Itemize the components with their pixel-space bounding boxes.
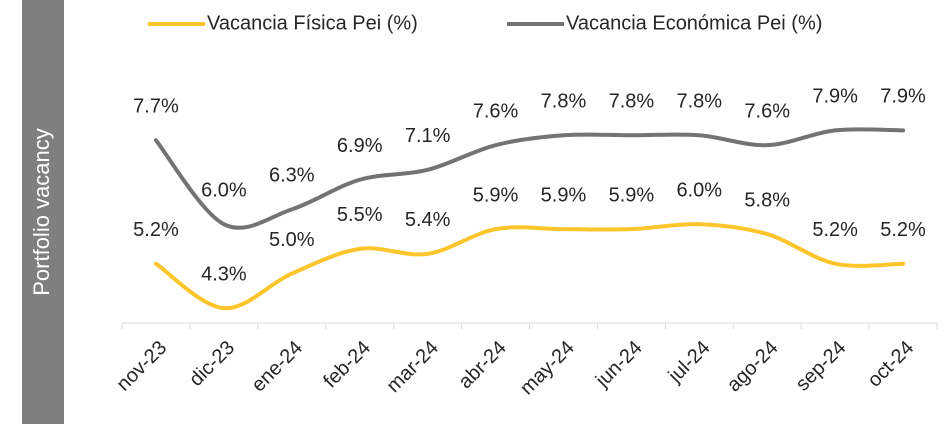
data-label: 5.9% [541, 184, 587, 206]
x-tick-label: jun-24 [591, 337, 647, 393]
data-label: 5.2% [812, 219, 858, 241]
data-label: 4.3% [201, 263, 247, 285]
data-label: 5.4% [405, 209, 451, 231]
data-label: 5.9% [473, 184, 519, 206]
y-axis-band [22, 0, 64, 424]
x-tick-label: sep-24 [792, 337, 851, 396]
data-label: 7.8% [609, 91, 655, 113]
data-label: 6.3% [269, 165, 315, 187]
x-tick-label: jul-24 [664, 337, 715, 388]
data-label: 5.5% [337, 204, 383, 226]
x-tick-label: dic-23 [185, 337, 239, 391]
x-tick-label: abr-24 [454, 337, 510, 393]
data-label: 5.0% [269, 229, 315, 251]
x-tick-label: ago-24 [723, 337, 783, 397]
data-label: 7.9% [812, 86, 858, 108]
x-tick-label: mar-24 [383, 337, 443, 397]
x-tick-label: ene-24 [247, 337, 307, 397]
series-line [153, 127, 906, 230]
legend-label: Vacancia Física Pei (%) [207, 12, 418, 34]
y-axis-label: Portfolio vacancy [29, 128, 54, 296]
data-label: 7.6% [744, 100, 790, 122]
x-tick-label: nov-23 [112, 337, 171, 396]
data-label: 7.6% [473, 100, 519, 122]
data-label: 5.8% [744, 189, 790, 211]
data-label: 6.0% [676, 179, 722, 201]
x-tick-label: feb-24 [319, 337, 375, 393]
data-label: 7.9% [880, 86, 926, 108]
data-label: 7.8% [676, 91, 722, 113]
legend-label: Vacancia Económica Pei (%) [566, 12, 822, 34]
data-label: 5.9% [609, 184, 655, 206]
data-label: 6.9% [337, 135, 383, 157]
data-label: 5.2% [880, 219, 926, 241]
x-tick-label: oct-24 [863, 337, 918, 392]
x-tick-label: may-24 [516, 337, 579, 400]
series-line [153, 222, 906, 311]
data-label: 7.8% [541, 91, 587, 113]
data-label: 5.2% [133, 219, 179, 241]
data-label: 7.7% [133, 96, 179, 118]
data-label: 6.0% [201, 179, 247, 201]
data-label: 7.1% [405, 125, 451, 147]
